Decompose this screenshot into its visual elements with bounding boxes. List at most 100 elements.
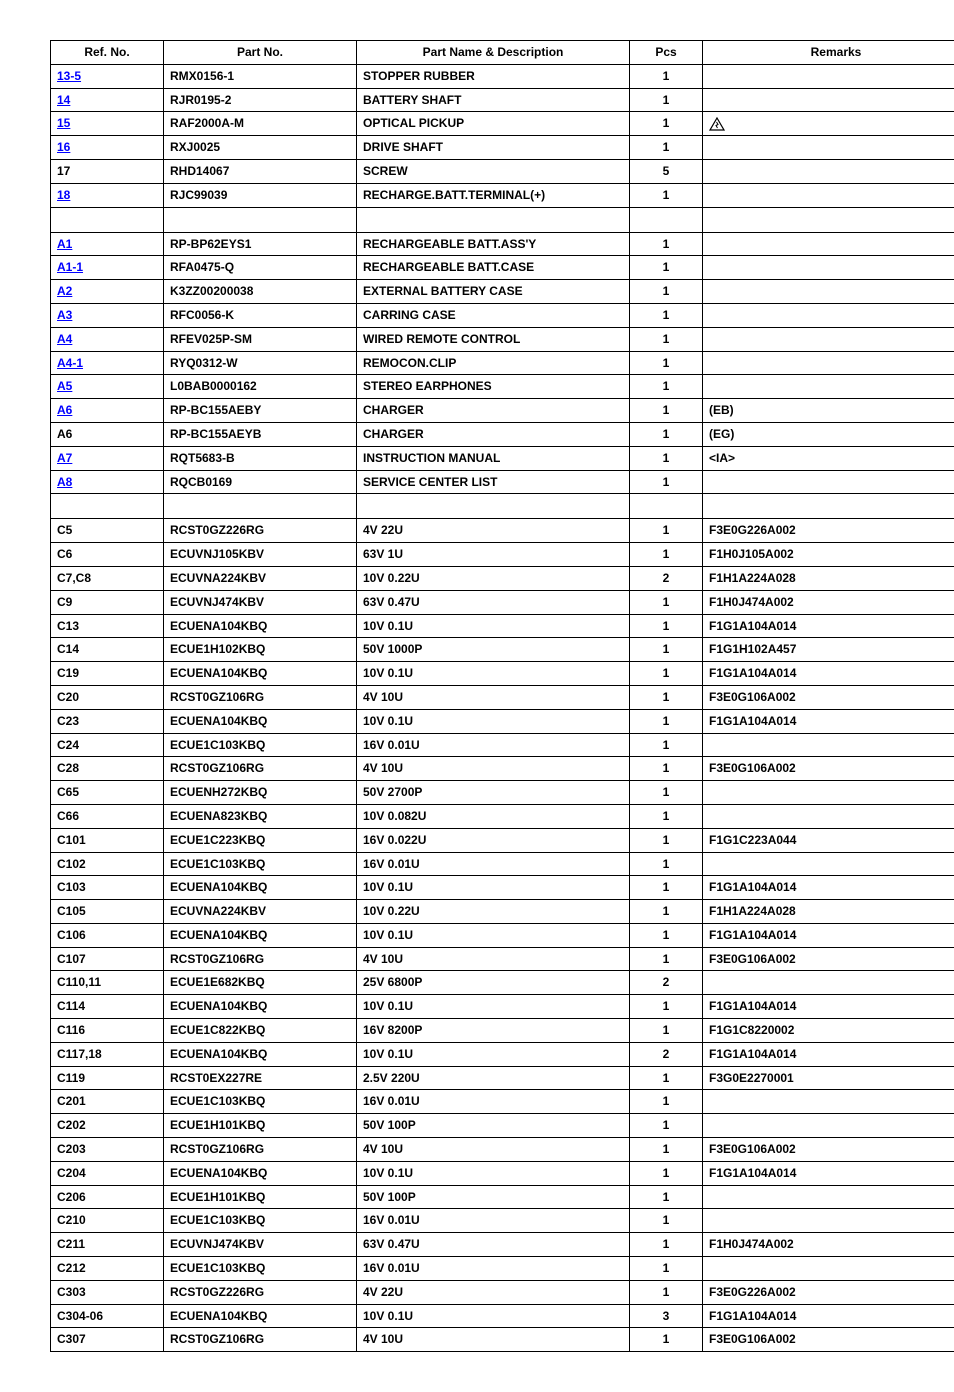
cell-description: 10V 0.22U [357,900,630,924]
table-row: C6ECUVNJ105KBV63V 1U1F1H0J105A002 [51,543,954,567]
cell-ref-no: C14 [51,638,164,662]
esd-warning-icon [709,117,725,131]
ref-no-link[interactable]: 18 [57,188,70,202]
cell-description: CARRING CASE [357,303,630,327]
cell-part-no: RCST0GZ106RG [164,1138,357,1162]
cell-part-no: RCST0GZ106RG [164,1328,357,1352]
cell-remarks [703,183,954,207]
ref-no-link[interactable]: A3 [57,308,72,322]
cell-ref-no: C65 [51,781,164,805]
cell-pcs: 1 [630,375,703,399]
cell-description: 63V 1U [357,543,630,567]
cell-part-no: RMX0156-1 [164,64,357,88]
cell-pcs: 1 [630,590,703,614]
spacer-cell [51,494,164,519]
cell-ref-no: A8 [51,470,164,494]
cell-ref-no: C7,C8 [51,566,164,590]
cell-description: 10V 0.082U [357,804,630,828]
cell-part-no: RCST0EX227RE [164,1066,357,1090]
header-part-no: Part No. [164,41,357,65]
cell-pcs: 1 [630,1185,703,1209]
ref-no-link[interactable]: A1 [57,237,72,251]
cell-description: SCREW [357,159,630,183]
cell-remarks [703,256,954,280]
cell-pcs: 1 [630,709,703,733]
cell-description: 25V 6800P [357,971,630,995]
ref-no-link[interactable]: A5 [57,379,72,393]
cell-part-no: RJR0195-2 [164,88,357,112]
cell-part-no: ECUE1C103KBQ [164,1209,357,1233]
ref-no-link[interactable]: A7 [57,451,72,465]
ref-no-link[interactable]: 13-5 [57,69,81,83]
spacer-cell [164,207,357,232]
cell-description: 4V 10U [357,685,630,709]
ref-no-link[interactable]: 16 [57,140,70,154]
cell-pcs: 1 [630,614,703,638]
cell-description: 10V 0.1U [357,876,630,900]
cell-description: REMOCON.CLIP [357,351,630,375]
cell-ref-no: A1 [51,232,164,256]
cell-description: 10V 0.1U [357,614,630,638]
cell-pcs: 2 [630,566,703,590]
cell-pcs: 2 [630,1042,703,1066]
cell-remarks: F3E0G226A002 [703,519,954,543]
ref-no-link[interactable]: A4 [57,332,72,346]
cell-pcs: 1 [630,828,703,852]
cell-ref-no: C303 [51,1280,164,1304]
table-row: C66ECUENA823KBQ10V 0.082U1 [51,804,954,828]
cell-description: 16V 0.01U [357,1090,630,1114]
cell-part-no: RQT5683-B [164,446,357,470]
cell-remarks: F1G1A104A014 [703,876,954,900]
cell-remarks [703,1209,954,1233]
cell-ref-no: 16 [51,136,164,160]
cell-pcs: 1 [630,1257,703,1281]
cell-pcs: 1 [630,470,703,494]
cell-description: OPTICAL PICKUP [357,112,630,136]
cell-part-no: RFA0475-Q [164,256,357,280]
cell-description: 63V 0.47U [357,590,630,614]
cell-pcs: 1 [630,256,703,280]
table-row: C119RCST0EX227RE2.5V 220U1F3G0E2270001 [51,1066,954,1090]
cell-pcs: 1 [630,685,703,709]
ref-no-link[interactable]: A6 [57,403,72,417]
cell-ref-no: C117,18 [51,1042,164,1066]
cell-description: 10V 0.1U [357,709,630,733]
table-row: 17RHD14067SCREW5 [51,159,954,183]
table-row: C201ECUE1C103KBQ16V 0.01U1 [51,1090,954,1114]
cell-ref-no: A5 [51,375,164,399]
table-row: C206ECUE1H101KBQ50V 100P1 [51,1185,954,1209]
cell-description: 10V 0.1U [357,995,630,1019]
ref-no-link[interactable]: 15 [57,116,70,130]
cell-remarks: (EG) [703,422,954,446]
cell-remarks: F1G1A104A014 [703,1161,954,1185]
table-row: C106ECUENA104KBQ10V 0.1U1F1G1A104A014 [51,923,954,947]
table-row: C117,18ECUENA104KBQ10V 0.1U2F1G1A104A014 [51,1042,954,1066]
cell-remarks: F1G1C223A044 [703,828,954,852]
table-row: C20RCST0GZ106RG4V 10U1F3E0G106A002 [51,685,954,709]
ref-no-link[interactable]: A8 [57,475,72,489]
header-pcs: Pcs [630,41,703,65]
cell-remarks [703,781,954,805]
cell-pcs: 1 [630,136,703,160]
cell-remarks [703,1090,954,1114]
cell-remarks [703,852,954,876]
ref-no-link[interactable]: A2 [57,284,72,298]
cell-part-no: RCST0GZ106RG [164,685,357,709]
cell-part-no: K3ZZ00200038 [164,280,357,304]
cell-pcs: 1 [630,64,703,88]
cell-pcs: 1 [630,1280,703,1304]
table-row: A7RQT5683-BINSTRUCTION MANUAL1<IA> [51,446,954,470]
ref-no-link[interactable]: A4-1 [57,356,83,370]
cell-description: 10V 0.1U [357,1042,630,1066]
cell-remarks [703,280,954,304]
ref-no-link[interactable]: 14 [57,93,70,107]
header-description: Part Name & Description [357,41,630,65]
cell-remarks: F1G1H102A457 [703,638,954,662]
cell-description: 16V 0.022U [357,828,630,852]
cell-part-no: RAF2000A-M [164,112,357,136]
cell-description: 63V 0.47U [357,1233,630,1257]
ref-no-link[interactable]: A1-1 [57,260,83,274]
table-row: C13ECUENA104KBQ10V 0.1U1F1G1A104A014 [51,614,954,638]
cell-part-no: ECUE1H101KBQ [164,1185,357,1209]
cell-part-no: RFEV025P-SM [164,327,357,351]
